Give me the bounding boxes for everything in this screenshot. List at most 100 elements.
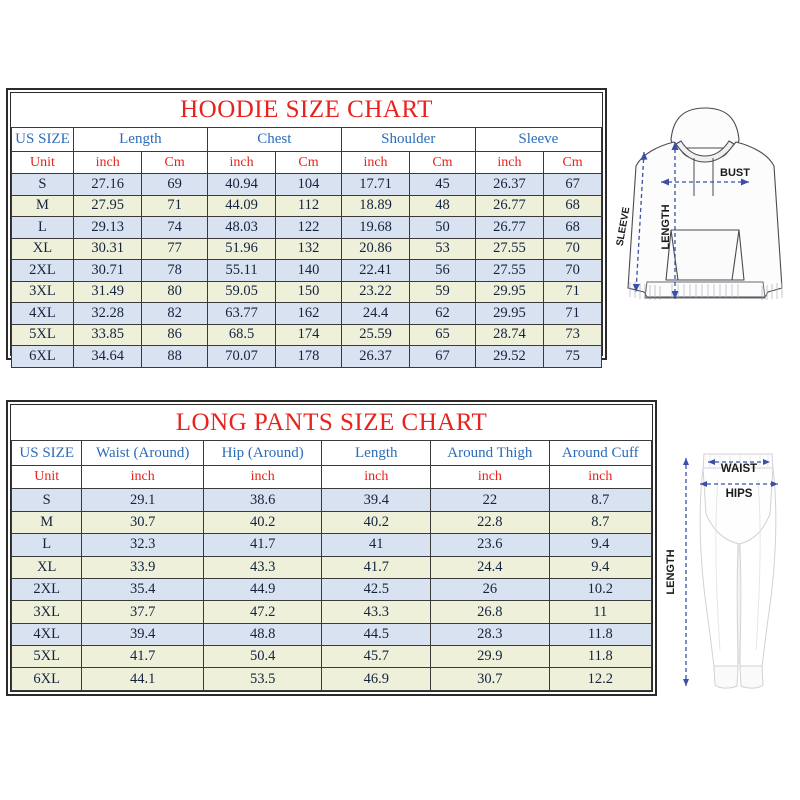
measure-cell: 26	[430, 577, 550, 602]
column-group-header-length: Length	[72, 127, 208, 152]
chart-title: LONG PANTS SIZE CHART	[11, 405, 652, 442]
measure-cell: 22.8	[430, 510, 550, 535]
size-label-m: M	[11, 194, 74, 217]
measure-cell: 8.7	[548, 488, 653, 512]
table-row: 6XL 44.1 53.5 46.9 30.7 12.2	[10, 667, 653, 691]
measure-cell: 29.95	[474, 302, 545, 325]
measure-cell: 42.5	[321, 577, 432, 602]
table-row: 4XL 32.28 82 63.77 162 24.4 62 29.95 71	[11, 302, 602, 325]
measure-cell: 10.2	[548, 577, 653, 602]
unit-header-row: Unit inch inch inch inch inch	[10, 465, 653, 490]
column-group-header-around-thigh: Around Thigh	[430, 440, 550, 467]
size-label-s: S	[11, 173, 74, 196]
measure-cell: 74	[141, 216, 208, 239]
unit-header-3: inch	[321, 465, 432, 490]
unit-header-6: Cm	[409, 151, 476, 174]
measure-cell: 50.4	[202, 645, 323, 669]
measure-cell: 82	[141, 302, 208, 325]
measure-cell: 48	[409, 194, 476, 217]
measure-cell: 9.4	[548, 533, 653, 557]
table-row: XL 30.31 77 51.96 132 20.86 53 27.55 70	[11, 237, 602, 260]
hoodie-size-chart: HOODIE SIZE CHART US SIZE Length Chest Shoul…	[6, 88, 607, 368]
measure-cell: 35.4	[81, 577, 204, 602]
measure-cell: 39.4	[321, 488, 432, 512]
measure-cell: 56	[409, 259, 476, 282]
pants-length-label: LENGTH	[665, 549, 677, 594]
measure-cell: 25.59	[340, 323, 411, 346]
hoodie-size-table: HOODIE SIZE CHART US SIZE Length Chest Shoul…	[11, 93, 603, 368]
table-row: M 27.95 71 44.09 112 18.89 48 26.77 68	[11, 194, 602, 217]
measure-cell: 67	[409, 345, 476, 368]
column-group-header-shoulder: Shoulder	[340, 127, 476, 152]
measure-cell: 132	[275, 237, 342, 260]
measure-cell: 78	[141, 259, 208, 282]
measure-cell: 44.09	[206, 194, 277, 217]
measure-cell: 29.9	[430, 645, 550, 669]
chart-title-row: HOODIE SIZE CHART	[11, 93, 602, 128]
measure-cell: 30.31	[72, 237, 143, 260]
measure-cell: 23.6	[430, 533, 550, 557]
measure-cell: 20.86	[340, 237, 411, 260]
measure-cell: 70	[543, 237, 602, 260]
measure-cell: 38.6	[202, 488, 323, 512]
table-row: 5XL 33.85 86 68.5 174 25.59 65 28.74 73	[11, 323, 602, 346]
measure-cell: 8.7	[548, 510, 653, 535]
table-row: XL 33.9 43.3 41.7 24.4 9.4	[10, 555, 653, 579]
measure-cell: 24.4	[430, 555, 550, 579]
size-label-3xl: 3XL	[10, 600, 83, 624]
measure-cell: 26.37	[474, 173, 545, 196]
measure-cell: 68	[543, 194, 602, 217]
unit-header-0: Unit	[10, 465, 83, 490]
measure-cell: 31.49	[72, 280, 143, 303]
measure-cell: 47.2	[202, 600, 323, 624]
measure-cell: 44.5	[321, 622, 432, 647]
measure-cell: 68	[543, 216, 602, 239]
measure-cell: 29.13	[72, 216, 143, 239]
long-pants-size-chart: LONG PANTS SIZE CHART US SIZE Waist (Aroun…	[6, 400, 657, 696]
measure-cell: 11.8	[548, 645, 653, 669]
group-header-row: US SIZE Waist (Around) Hip (Around) Length A…	[10, 440, 653, 467]
measure-cell: 112	[275, 194, 342, 217]
measure-cell: 18.89	[340, 194, 411, 217]
measure-cell: 11	[548, 600, 653, 624]
measure-cell: 19.68	[340, 216, 411, 239]
unit-header-5: inch	[548, 465, 653, 490]
measure-cell: 27.95	[72, 194, 143, 217]
measure-cell: 59	[409, 280, 476, 303]
measure-cell: 34.64	[72, 345, 143, 368]
table-row: 3XL 37.7 47.2 43.3 26.8 11	[10, 600, 653, 624]
table-row: 4XL 39.4 48.8 44.5 28.3 11.8	[10, 622, 653, 647]
size-label-2xl: 2XL	[10, 577, 83, 602]
measure-cell: 27.55	[474, 259, 545, 282]
hoodie-bust-label: BUST	[720, 167, 750, 179]
measure-cell: 70	[543, 259, 602, 282]
unit-header-2: Cm	[141, 151, 208, 174]
pants-diagram: WAIST HIPS LENGTH	[660, 440, 798, 702]
measure-cell: 29.52	[474, 345, 545, 368]
pants-hips-label: HIPS	[726, 488, 753, 500]
table-row: L 29.13 74 48.03 122 19.68 50 26.77 68	[11, 216, 602, 239]
unit-header-5: inch	[340, 151, 411, 174]
measure-cell: 11.8	[548, 622, 653, 647]
table-row: 2XL 30.71 78 55.11 140 22.41 56 27.55 70	[11, 259, 602, 282]
column-group-header-us-size: US SIZE	[10, 440, 83, 467]
measure-cell: 26.8	[430, 600, 550, 624]
column-group-header-length: Length	[321, 440, 432, 467]
measure-cell: 37.7	[81, 600, 204, 624]
hoodie-diagram: BUST LENGTH SLEEVE	[614, 92, 796, 342]
measure-cell: 43.3	[202, 555, 323, 579]
measure-cell: 86	[141, 323, 208, 346]
measure-cell: 68.5	[206, 323, 277, 346]
measure-cell: 30.7	[81, 510, 204, 535]
table-row: S 27.16 69 40.94 104 17.71 45 26.37 67	[11, 173, 602, 196]
chart-title-row: LONG PANTS SIZE CHART	[11, 405, 652, 442]
measure-cell: 41.7	[202, 533, 323, 557]
size-label-s: S	[10, 488, 83, 512]
measure-cell: 71	[543, 302, 602, 325]
measure-cell: 30.71	[72, 259, 143, 282]
measure-cell: 62	[409, 302, 476, 325]
measure-cell: 48.03	[206, 216, 277, 239]
size-label-4xl: 4XL	[11, 302, 74, 325]
measure-cell: 28.74	[474, 323, 545, 346]
measure-cell: 178	[275, 345, 342, 368]
